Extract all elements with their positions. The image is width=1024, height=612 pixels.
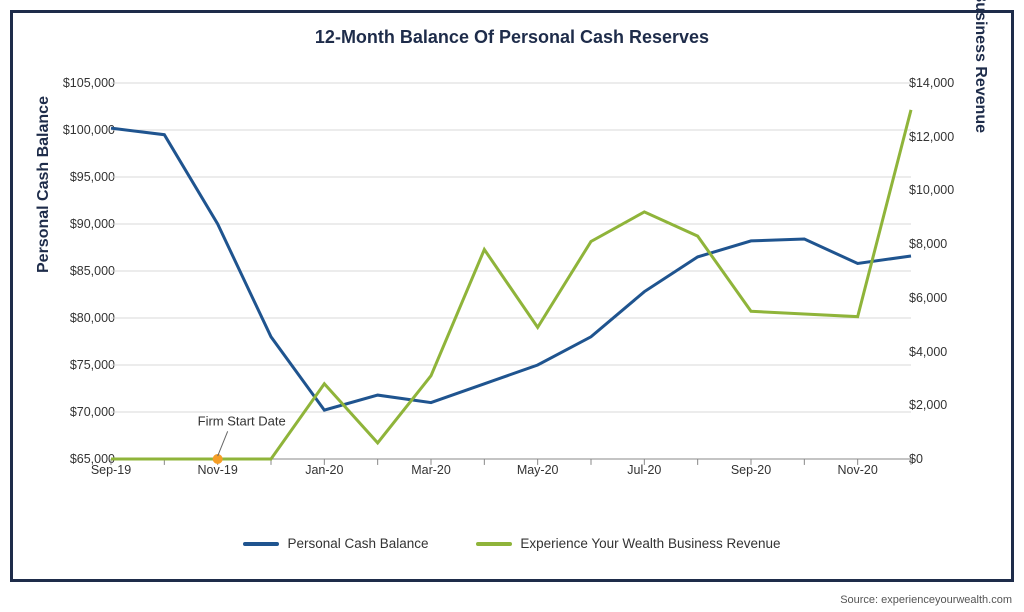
source-attribution: Source: experienceyourwealth.com (840, 594, 1012, 606)
x-tick: Mar-20 (411, 463, 451, 477)
annotation-firm-start-date: Firm Start Date (198, 413, 286, 428)
y-right-tick-container: $0$2,000$4,000$6,000$8,000$10,000$12,000… (909, 83, 971, 459)
y-right-tick: $8,000 (909, 237, 971, 251)
legend: Personal Cash Balance Experience Your We… (13, 534, 1011, 552)
x-tick: Nov-19 (198, 463, 238, 477)
y-left-tick: $85,000 (53, 264, 115, 278)
y-right-tick: $4,000 (909, 345, 971, 359)
legend-item-personal-cash: Personal Cash Balance (243, 536, 428, 551)
legend-item-eyw-revenue: Experience Your Wealth Business Revenue (476, 536, 780, 551)
x-tick: Sep-19 (91, 463, 131, 477)
y-right-tick: $10,000 (909, 183, 971, 197)
x-tick-container: Sep-19Nov-19Jan-20Mar-20May-20Jul-20Sep-… (111, 463, 911, 483)
y-right-tick: $6,000 (909, 291, 971, 305)
chart-frame: 12-Month Balance Of Personal Cash Reserv… (10, 10, 1014, 582)
x-tick: Jul-20 (627, 463, 661, 477)
x-tick: Jan-20 (305, 463, 343, 477)
x-tick: Nov-20 (838, 463, 878, 477)
y-right-axis-label: EYW Business Revenue (971, 0, 989, 133)
y-left-tick-container: $65,000$70,000$75,000$80,000$85,000$90,0… (53, 83, 115, 459)
legend-label-eyw-revenue: Experience Your Wealth Business Revenue (520, 536, 780, 551)
y-left-tick: $80,000 (53, 311, 115, 325)
y-right-tick: $14,000 (909, 76, 971, 90)
y-right-tick: $0 (909, 452, 971, 466)
x-tick: May-20 (517, 463, 559, 477)
legend-swatch-eyw-revenue (476, 542, 512, 546)
x-tick: Sep-20 (731, 463, 771, 477)
y-left-axis-label: Personal Cash Balance (35, 96, 53, 273)
y-left-tick: $90,000 (53, 217, 115, 231)
y-left-tick: $95,000 (53, 170, 115, 184)
legend-swatch-personal-cash (243, 542, 279, 546)
legend-label-personal-cash: Personal Cash Balance (287, 536, 428, 551)
y-right-tick: $12,000 (909, 130, 971, 144)
y-left-tick: $100,000 (53, 123, 115, 137)
y-left-tick: $75,000 (53, 358, 115, 372)
chart-title: 12-Month Balance Of Personal Cash Reserv… (13, 27, 1011, 48)
plot-svg: Firm Start Date (111, 83, 911, 459)
y-right-tick: $2,000 (909, 398, 971, 412)
y-left-tick: $105,000 (53, 76, 115, 90)
plot-area: Firm Start Date (111, 83, 911, 459)
y-left-tick: $70,000 (53, 405, 115, 419)
